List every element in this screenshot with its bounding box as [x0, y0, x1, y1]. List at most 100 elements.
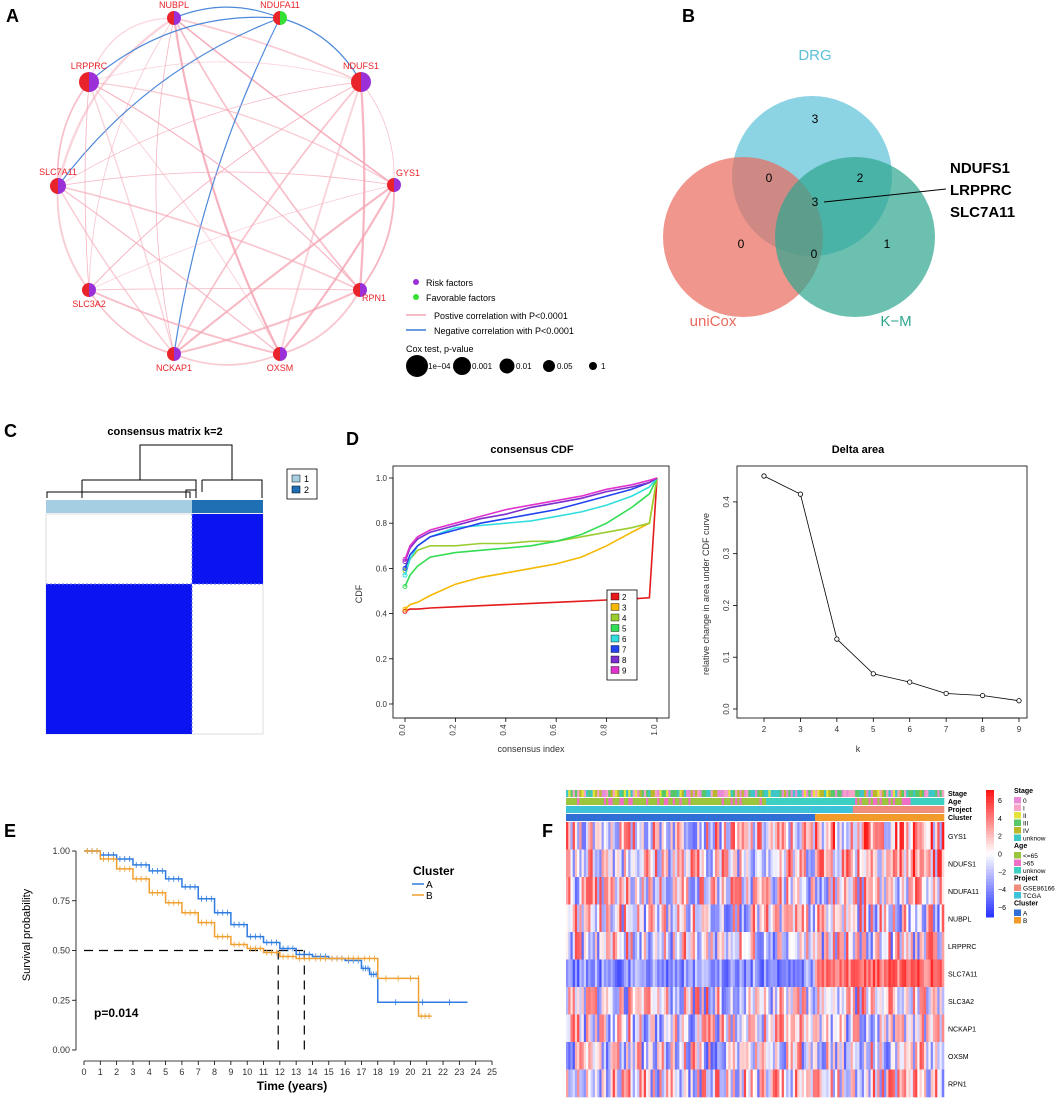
- project-annotation-cell: [937, 806, 940, 813]
- heatmap-cell: [906, 1014, 909, 1043]
- heatmap-cell: [657, 1042, 660, 1070]
- heatmap-cell: [643, 1069, 647, 1098]
- heatmap-cell: [857, 1042, 860, 1070]
- heatmap-cell: [668, 932, 671, 960]
- cluster-annotation-cell: [863, 814, 867, 821]
- cluster-annotation-cell: [797, 814, 800, 821]
- heatmap-cell: [717, 904, 720, 933]
- project-annotation-cell: [606, 806, 609, 813]
- cluster-annotation-cell: [612, 814, 616, 821]
- heatmap-cell: [775, 932, 778, 960]
- heatmap-cell: [743, 877, 747, 905]
- heatmap-cell: [792, 1042, 796, 1070]
- age-annotation-cell: [930, 798, 934, 805]
- age-annotation-cell: [910, 798, 914, 805]
- cluster-annotation-cell: [601, 814, 605, 821]
- heatmap-cell: [890, 932, 894, 960]
- heatmap-cell: [886, 1069, 889, 1098]
- colorbar-segment: [986, 866, 994, 870]
- heatmap-cell: [657, 877, 660, 905]
- heatmap-cell: [617, 877, 620, 905]
- heatmap-cell: [657, 822, 660, 850]
- heatmap-cell: [790, 904, 794, 933]
- correlation-edge: [56, 81, 90, 187]
- colorbar-segment: [986, 824, 994, 829]
- heatmap-cell: [761, 877, 765, 905]
- km-curve: [84, 850, 432, 1017]
- heatmap-cell: [852, 822, 856, 850]
- heatmap-cell: [890, 877, 894, 905]
- project-annotation-cell: [652, 806, 656, 813]
- project-annotation-cell: [779, 806, 782, 813]
- node-left-half: [351, 72, 361, 92]
- heatmap-cell: [941, 822, 945, 850]
- heatmap-cell: [761, 1014, 765, 1043]
- heatmap-cell: [652, 822, 656, 850]
- heatmap-cell: [759, 877, 762, 905]
- heatmap-cell: [719, 849, 722, 878]
- stage-annotation-cell: [654, 790, 658, 797]
- heatmap-cell: [570, 1042, 573, 1070]
- heatmap-cell: [581, 1042, 585, 1070]
- heatmap-cell: [621, 1069, 625, 1098]
- colorbar-segment: [986, 875, 994, 880]
- heatmap-cell: [935, 904, 938, 933]
- project-annotation-cell: [877, 806, 880, 813]
- heatmap-cell: [708, 987, 711, 1015]
- heatmap-cell: [632, 822, 636, 850]
- cluster-annotation-cell: [599, 814, 602, 821]
- cdf-legend-label: 3: [622, 604, 627, 613]
- heatmap-cell: [726, 932, 729, 960]
- heatmap-cell: [652, 987, 656, 1015]
- heatmap-cell: [697, 1069, 700, 1098]
- heatmap-cell: [755, 1014, 758, 1043]
- heatmap-cell: [826, 904, 829, 933]
- x-tick-label: 0: [81, 1067, 86, 1077]
- heatmap-cell: [730, 877, 734, 905]
- heatmap-cell: [717, 959, 720, 988]
- heatmap-cell: [661, 959, 665, 988]
- heatmap-cell: [617, 1014, 620, 1043]
- heatmap-cell: [908, 1042, 911, 1070]
- heatmap-cell: [737, 877, 740, 905]
- heatmap-cell: [832, 877, 836, 905]
- heatmap-cell: [597, 1069, 600, 1098]
- heatmap-cell: [594, 849, 598, 878]
- heatmap-cell: [937, 959, 940, 988]
- heatmap-cell: [932, 904, 936, 933]
- colorbar-segment: [986, 805, 994, 810]
- heatmap-cell: [790, 822, 794, 850]
- heatmap-cell: [726, 822, 729, 850]
- project-annotation-cell: [572, 806, 576, 813]
- heatmap-cell: [679, 987, 682, 1015]
- heatmap-cell: [621, 877, 625, 905]
- stage-annotation-cell: [717, 790, 720, 797]
- correlation-edge: [173, 17, 395, 186]
- heatmap-cell: [790, 1042, 794, 1070]
- heatmap-cell: [568, 849, 571, 878]
- heatmap-cell: [779, 877, 782, 905]
- heatmap-cell: [717, 849, 720, 878]
- cdf-xlabel: consensus index: [497, 744, 565, 754]
- heatmap-cell: [819, 822, 823, 850]
- node-right-half: [360, 283, 367, 297]
- project-annotation-cell: [926, 806, 929, 813]
- age-annotation-cell: [639, 798, 642, 805]
- heatmap-cell: [601, 987, 605, 1015]
- age-annotation-cell: [803, 798, 807, 805]
- heatmap-cell: [648, 822, 651, 850]
- heatmap-cell: [837, 904, 840, 933]
- project-annotation-cell: [870, 806, 874, 813]
- stage-annotation-cell: [821, 790, 825, 797]
- heatmap-cell: [917, 877, 920, 905]
- cluster-annotation-cell: [868, 814, 871, 821]
- heatmap-cell: [668, 904, 671, 933]
- heatmap-cell: [921, 822, 925, 850]
- stage-annotation-cell: [650, 790, 654, 797]
- gene-node: SLC3A2: [72, 283, 106, 309]
- heatmap-cell: [932, 1069, 936, 1098]
- cluster-annotation-cell: [648, 814, 651, 821]
- heatmap-cell: [908, 987, 911, 1015]
- heatmap-cell: [888, 1042, 891, 1070]
- heatmap-cell: [901, 987, 905, 1015]
